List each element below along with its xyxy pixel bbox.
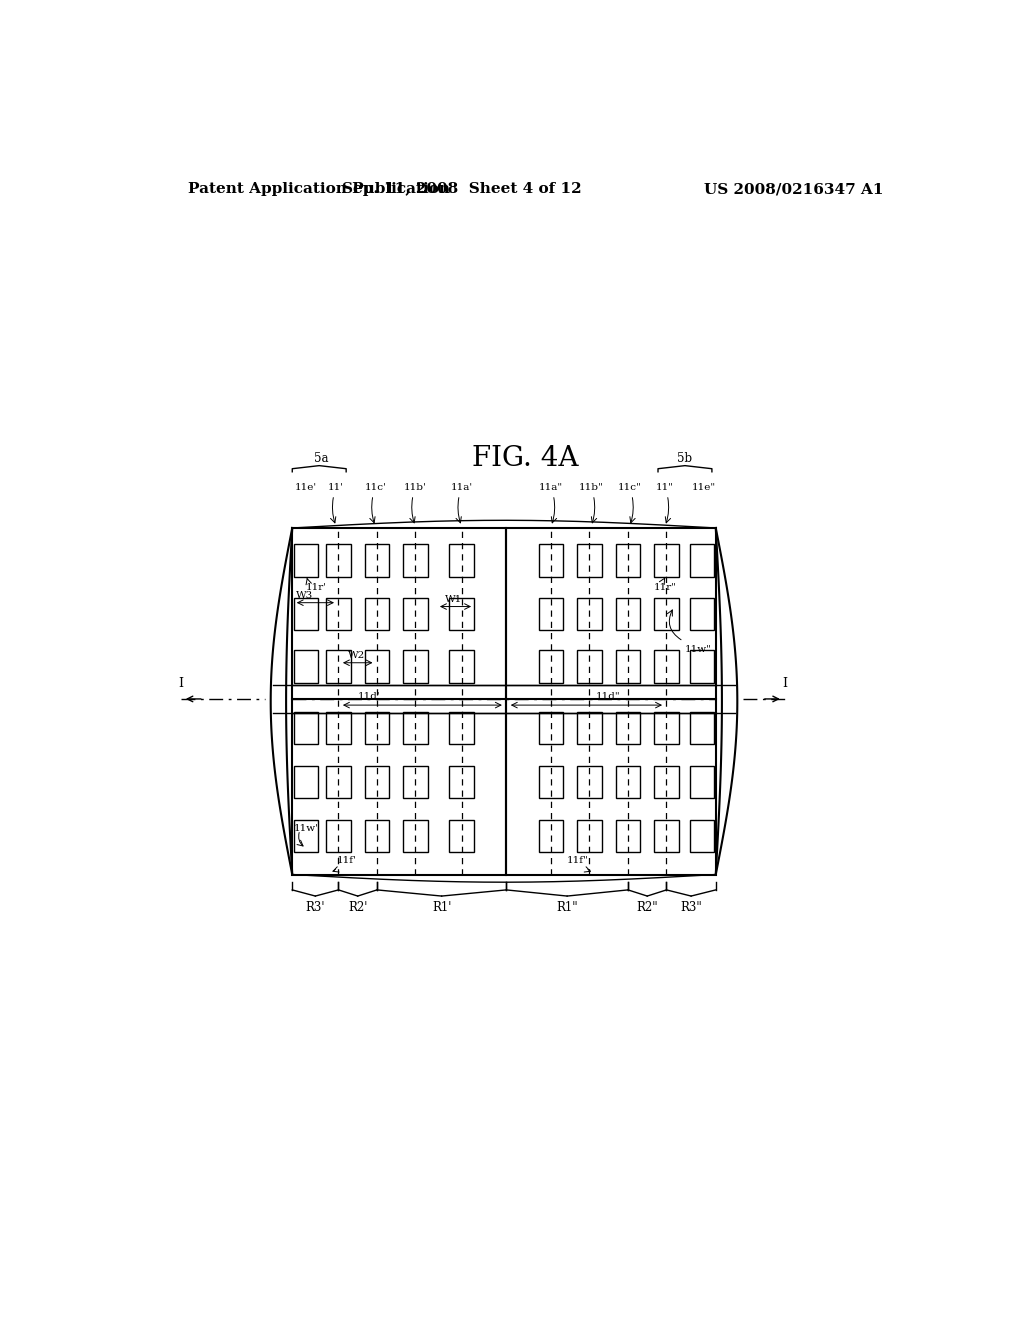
Bar xyxy=(326,820,351,853)
Bar xyxy=(450,711,474,744)
Bar xyxy=(326,544,351,577)
Text: Patent Application Publication: Patent Application Publication xyxy=(188,182,451,197)
Text: R1": R1" xyxy=(556,902,578,915)
Bar xyxy=(450,651,474,682)
Bar xyxy=(403,651,428,682)
Bar xyxy=(294,711,318,744)
Bar xyxy=(539,711,563,744)
Bar xyxy=(450,598,474,631)
Text: R3': R3' xyxy=(305,902,325,915)
Bar xyxy=(654,651,679,682)
Bar xyxy=(654,544,679,577)
Text: 11e': 11e' xyxy=(295,483,317,492)
Text: 11d": 11d" xyxy=(596,692,621,701)
Bar xyxy=(365,544,389,577)
Text: 11r": 11r" xyxy=(654,583,677,593)
Bar xyxy=(578,711,602,744)
Bar xyxy=(689,598,714,631)
Text: 11w': 11w' xyxy=(294,824,318,833)
Bar xyxy=(450,544,474,577)
Bar xyxy=(365,651,389,682)
Bar xyxy=(450,766,474,799)
Bar xyxy=(654,766,679,799)
Bar xyxy=(539,766,563,799)
Text: 11r': 11r' xyxy=(306,583,327,593)
Text: W3: W3 xyxy=(296,591,313,601)
Bar xyxy=(654,598,679,631)
Bar xyxy=(403,820,428,853)
Bar xyxy=(654,711,679,744)
Text: W1: W1 xyxy=(444,595,462,605)
Bar xyxy=(578,598,602,631)
Bar xyxy=(615,544,640,577)
Bar xyxy=(403,766,428,799)
Text: 11a": 11a" xyxy=(539,483,563,492)
Bar xyxy=(578,766,602,799)
Bar xyxy=(689,711,714,744)
Bar xyxy=(615,651,640,682)
Bar xyxy=(326,651,351,682)
Bar xyxy=(578,651,602,682)
Bar xyxy=(403,598,428,631)
Bar xyxy=(615,598,640,631)
Bar xyxy=(539,544,563,577)
Bar xyxy=(365,711,389,744)
Text: 11e": 11e" xyxy=(691,483,716,492)
Text: W2: W2 xyxy=(348,652,365,660)
Text: 11f': 11f' xyxy=(336,857,356,866)
Bar xyxy=(689,820,714,853)
Bar xyxy=(365,598,389,631)
Bar xyxy=(294,766,318,799)
Text: 5b: 5b xyxy=(678,451,692,465)
Bar xyxy=(615,820,640,853)
Bar xyxy=(326,711,351,744)
Text: 11b": 11b" xyxy=(579,483,603,492)
Bar xyxy=(689,651,714,682)
Bar xyxy=(506,528,716,875)
Text: 11b': 11b' xyxy=(404,483,427,492)
Text: 11f": 11f" xyxy=(566,857,588,866)
Text: R2": R2" xyxy=(637,902,658,915)
Bar xyxy=(615,766,640,799)
Bar xyxy=(294,598,318,631)
Bar xyxy=(539,598,563,631)
Bar xyxy=(615,711,640,744)
Bar xyxy=(403,711,428,744)
Text: FIG. 4A: FIG. 4A xyxy=(471,445,579,473)
Text: 5a: 5a xyxy=(314,451,329,465)
Bar xyxy=(326,766,351,799)
Text: 11': 11' xyxy=(328,483,344,492)
Text: R3": R3" xyxy=(680,902,702,915)
Bar xyxy=(578,544,602,577)
Bar xyxy=(450,820,474,853)
Bar xyxy=(578,820,602,853)
Bar xyxy=(294,820,318,853)
Text: Sep. 11, 2008  Sheet 4 of 12: Sep. 11, 2008 Sheet 4 of 12 xyxy=(342,182,582,197)
Bar xyxy=(294,651,318,682)
Bar xyxy=(654,820,679,853)
Text: I: I xyxy=(178,677,183,689)
Text: 11c": 11c" xyxy=(617,483,641,492)
Bar xyxy=(365,766,389,799)
Text: 11a': 11a' xyxy=(451,483,473,492)
Bar xyxy=(689,544,714,577)
Text: 11w": 11w" xyxy=(685,645,712,653)
Bar xyxy=(539,651,563,682)
Text: 11": 11" xyxy=(656,483,674,492)
Text: 11d': 11d' xyxy=(358,692,381,701)
Text: I: I xyxy=(782,677,787,689)
Bar xyxy=(326,598,351,631)
Bar xyxy=(403,544,428,577)
Text: 11c': 11c' xyxy=(365,483,386,492)
Bar xyxy=(689,766,714,799)
Text: US 2008/0216347 A1: US 2008/0216347 A1 xyxy=(705,182,884,197)
Bar xyxy=(539,820,563,853)
Bar xyxy=(365,820,389,853)
Text: R1': R1' xyxy=(432,902,452,915)
Bar xyxy=(294,544,318,577)
Bar xyxy=(292,528,506,875)
Text: R2': R2' xyxy=(348,902,368,915)
